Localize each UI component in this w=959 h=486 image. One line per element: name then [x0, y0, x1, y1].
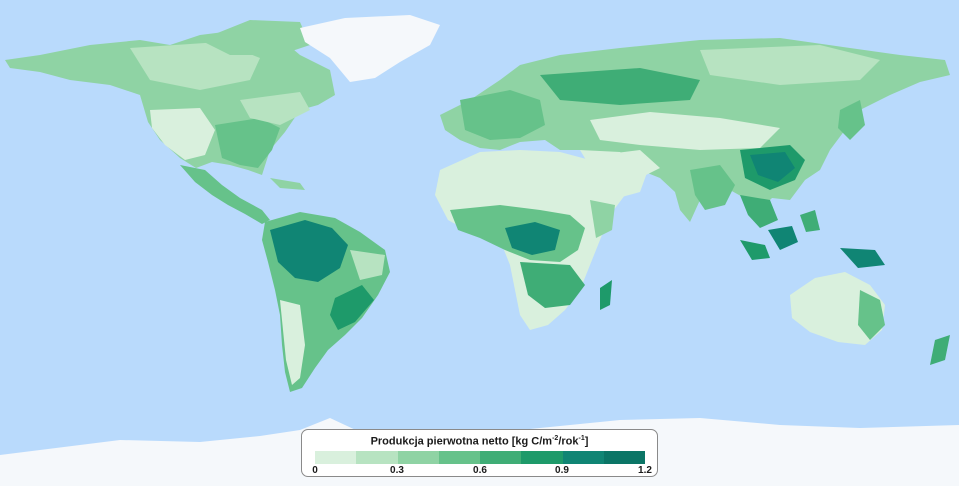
legend-tick: 0.9: [555, 465, 569, 476]
north-america: [5, 20, 335, 175]
legend-swatch: [397, 451, 439, 464]
greenland: [300, 15, 440, 82]
south-america: [262, 212, 390, 392]
africa: [435, 150, 625, 330]
australia: [790, 272, 950, 365]
arabia: [580, 150, 648, 198]
legend-swatch: [603, 451, 645, 464]
legend-tick: 1.2: [638, 465, 652, 476]
legend-swatch: [562, 451, 604, 464]
legend-swatch: [356, 451, 398, 464]
central-america: [180, 165, 305, 224]
legend-tick: 0.3: [390, 465, 404, 476]
southeast-asia-islands: [740, 210, 885, 268]
legend-swatch: [315, 451, 357, 464]
legend: Produkcja pierwotna netto [kg C/m-2/rok-…: [301, 429, 658, 477]
legend-swatch: [480, 451, 522, 464]
legend-title: Produkcja pierwotna netto [kg C/m-2/rok-…: [370, 435, 589, 448]
legend-swatch: [438, 451, 480, 464]
legend-tick: 0: [312, 465, 318, 476]
legend-swatch: [521, 451, 563, 464]
legend-tick: 0.6: [473, 465, 487, 476]
legend-color-bar: [315, 451, 645, 464]
